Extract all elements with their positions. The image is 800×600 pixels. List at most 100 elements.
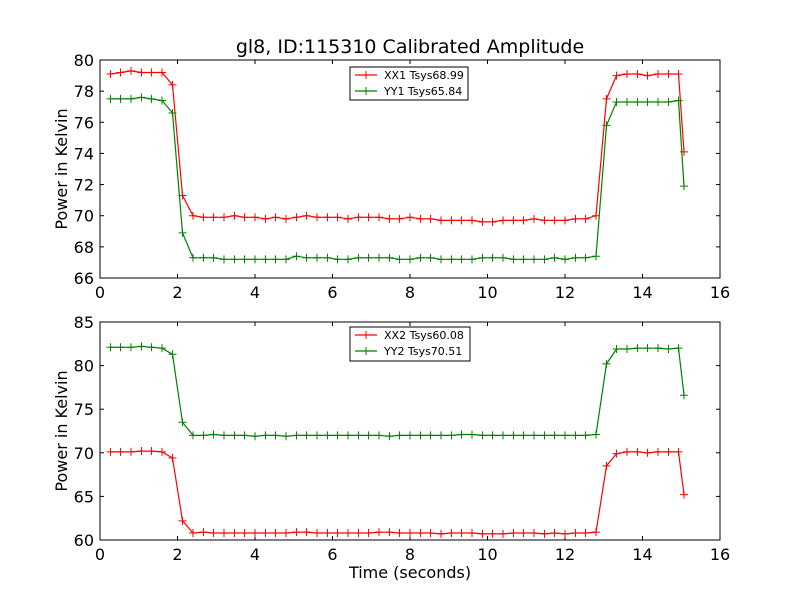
legend-item: YY1 Tsys65.84 [355, 85, 462, 98]
data-point-marker [261, 255, 270, 264]
x-tick-label: 8 [405, 545, 415, 564]
data-point-marker [313, 213, 321, 222]
data-point-marker [282, 529, 290, 538]
data-point-marker [209, 213, 218, 222]
data-point-marker [292, 252, 301, 261]
data-point-marker [468, 529, 476, 538]
data-point-marker [571, 214, 580, 223]
data-point-marker [230, 255, 239, 264]
data-point-marker [509, 216, 518, 225]
data-point-marker [240, 255, 249, 264]
data-point-marker [426, 253, 435, 262]
legend-label: YY2 Tsys70.51 [383, 345, 462, 358]
data-point-marker [509, 529, 518, 538]
data-point-marker [302, 253, 311, 262]
data-point-marker [116, 447, 125, 456]
data-point-marker [271, 213, 280, 222]
data-point-marker [344, 255, 352, 264]
data-point-marker [282, 432, 290, 441]
data-point-marker [385, 253, 394, 262]
data-point-marker [540, 529, 549, 538]
data-point-marker [468, 255, 476, 264]
data-point-marker [106, 70, 115, 79]
data-point-marker [416, 214, 425, 223]
data-point-marker [158, 68, 166, 77]
data-point-marker [623, 345, 631, 354]
y-tick-label: 68 [74, 238, 94, 257]
data-point-marker [416, 253, 425, 262]
data-point-marker [488, 431, 497, 440]
data-point-marker [499, 431, 507, 440]
x-tick-label: 10 [477, 283, 497, 302]
y-tick-label: 66 [74, 269, 94, 288]
data-point-marker [344, 214, 352, 223]
y-tick-label: 70 [74, 444, 94, 463]
x-axis-label-bottom: Time (seconds) [348, 563, 471, 582]
y-tick-label: 60 [74, 531, 94, 550]
data-point-marker [478, 529, 487, 538]
legend-label: XX1 Tsys68.99 [384, 69, 464, 82]
data-point-marker [437, 255, 445, 264]
legend-item: XX1 Tsys68.99 [355, 69, 464, 82]
data-point-marker [679, 391, 688, 400]
y-tick-label: 76 [74, 113, 94, 132]
data-point-marker [612, 345, 621, 354]
data-point-marker [612, 449, 621, 458]
data-point-marker [581, 431, 590, 440]
x-tick-label: 12 [555, 545, 575, 564]
data-point-marker [664, 447, 673, 456]
data-point-marker [561, 216, 569, 225]
series-lines-top [106, 66, 688, 264]
y-axis-label-top: Power in Kelvin [52, 108, 71, 229]
data-point-marker [261, 214, 270, 223]
legend-box [349, 66, 469, 101]
y-tick-label: 80 [74, 51, 94, 70]
data-point-marker [623, 447, 631, 456]
data-point-marker [354, 431, 363, 440]
data-point-marker [364, 213, 373, 222]
data-point-marker [168, 454, 177, 463]
data-point-marker [457, 430, 466, 439]
data-point-marker [437, 431, 445, 440]
x-tick-label: 14 [632, 545, 652, 564]
data-point-marker [643, 344, 652, 353]
data-point-marker [488, 253, 497, 262]
data-point-marker [426, 431, 435, 440]
data-point-marker [509, 255, 518, 264]
data-point-marker [106, 447, 115, 456]
data-point-marker [209, 430, 218, 439]
data-point-marker [240, 431, 249, 440]
data-point-marker [127, 94, 135, 103]
data-point-marker [199, 431, 208, 440]
data-point-marker [199, 528, 208, 537]
data-point-marker [127, 447, 135, 456]
x-tick-label: 6 [327, 283, 337, 302]
data-point-marker [230, 431, 239, 440]
y-tick-label: 78 [74, 82, 94, 101]
data-point-marker [530, 431, 538, 440]
data-point-marker [147, 343, 156, 352]
data-point-marker [199, 213, 208, 222]
data-point-marker [478, 253, 487, 262]
data-point-marker [550, 253, 559, 262]
legend-marker [362, 87, 370, 95]
data-point-marker [478, 431, 487, 440]
data-point-marker [313, 529, 321, 538]
data-point-marker [199, 253, 208, 262]
series-lines-bottom [106, 342, 688, 538]
data-point-marker [354, 253, 363, 262]
data-point-marker [364, 253, 373, 262]
data-point-marker [189, 211, 197, 220]
data-point-marker [116, 68, 125, 77]
data-point-marker [674, 344, 683, 353]
data-point-marker [519, 255, 528, 264]
data-point-marker [302, 211, 311, 220]
data-point-marker [323, 431, 332, 440]
data-point-marker [664, 98, 673, 107]
y-tick-label: 74 [74, 144, 94, 163]
data-point-marker [333, 529, 342, 538]
data-point-marker [189, 253, 197, 262]
series-yy2 [106, 342, 688, 441]
